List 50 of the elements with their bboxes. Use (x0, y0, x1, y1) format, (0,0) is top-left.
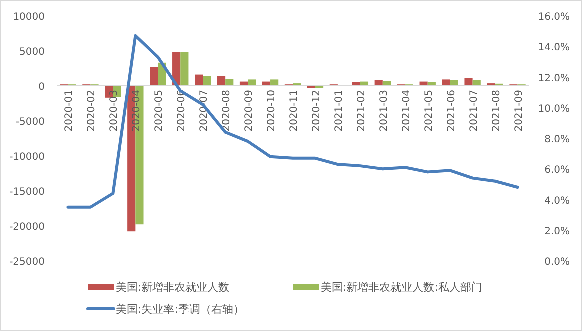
y-tick-label: 0 (38, 82, 45, 93)
y2-tick-label: 0.0% (544, 257, 570, 268)
x-tick-label: 2020-03 (109, 90, 120, 132)
y-tick-label: -10000 (10, 152, 45, 163)
y-tick-label: -20000 (10, 222, 45, 233)
legend-label: 美国:新增非农就业人数:私人部门 (321, 281, 482, 294)
y2-tick-label: 12.0% (538, 73, 570, 84)
x-tick-label: 2021-03 (378, 90, 390, 132)
x-tick-label: 2021-07 (468, 90, 480, 132)
x-tick-label: 2021-04 (401, 90, 412, 132)
bar (226, 79, 234, 86)
y2-tick-label: 2.0% (544, 226, 570, 238)
bar (248, 80, 256, 86)
bar (442, 80, 450, 86)
y2-tick-label: 14.0% (538, 42, 570, 54)
bar (382, 81, 391, 86)
x-tick-label: 2020-10 (266, 90, 278, 132)
y2-tick-label: 8.0% (544, 134, 570, 146)
y-tick-label: -25000 (10, 257, 45, 268)
y2-tick-label: 4.0% (544, 196, 570, 207)
legend-label: 美国:失业率:季调（右轴） (116, 303, 244, 316)
x-tick-label: 2020-08 (222, 90, 233, 132)
bar (464, 78, 473, 86)
x-tick-label: 2020-12 (311, 90, 322, 132)
x-tick-label: 2021-09 (514, 90, 525, 132)
y2-tick-label: 10.0% (538, 104, 570, 115)
x-tick-label: 2021-08 (491, 90, 502, 132)
bar (195, 74, 204, 86)
x-tick-label: 2020-04 (132, 90, 143, 132)
y-tick-label: -15000 (10, 187, 45, 198)
y-tick-label: -5000 (16, 117, 45, 128)
x-tick-label: 2021-05 (424, 90, 435, 132)
bar (180, 52, 189, 86)
x-tick-label: 2020-05 (154, 90, 166, 132)
bar (150, 67, 158, 86)
bar (203, 76, 212, 86)
bar (270, 80, 279, 86)
x-tick-label: 2020-02 (86, 90, 98, 132)
x-tick-label: 2020-11 (289, 90, 300, 132)
x-tick-label: 2020-09 (244, 90, 256, 132)
y-tick-label: 10000 (13, 12, 45, 23)
x-tick-label: 2021-02 (356, 90, 368, 132)
x-tick-label: 2020-01 (64, 90, 76, 132)
legend-label: 美国:新增非农就业人数 (116, 281, 230, 294)
y2-tick-label: 6.0% (544, 165, 570, 176)
x-tick-label: 2021-06 (446, 90, 458, 132)
y2-tick-label: 16.0% (538, 12, 570, 23)
y-tick-label: 5000 (20, 47, 45, 58)
x-tick-label: 2021-01 (334, 90, 345, 132)
bar (217, 76, 226, 86)
